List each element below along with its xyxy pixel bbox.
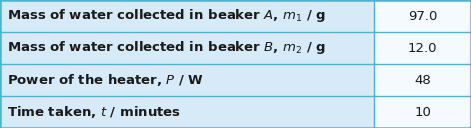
Bar: [0, 0, 374, 32]
Text: 97.0: 97.0: [408, 9, 438, 23]
Bar: [0, 96, 374, 128]
Bar: [374, 0, 471, 32]
Bar: [374, 96, 471, 128]
Bar: [374, 64, 471, 96]
Bar: [0, 64, 374, 96]
Text: Power of the heater, $\mathit{P}$ / W: Power of the heater, $\mathit{P}$ / W: [7, 72, 204, 88]
Text: 10: 10: [414, 105, 431, 119]
Bar: [374, 32, 471, 64]
Text: Time taken, $\mathit{t}$ / minutes: Time taken, $\mathit{t}$ / minutes: [7, 104, 181, 120]
Text: 12.0: 12.0: [408, 41, 438, 55]
Bar: [0, 32, 374, 64]
Text: Mass of water collected in beaker $\mathit{B}$, $\mathit{m}_2$ / g: Mass of water collected in beaker $\math…: [7, 40, 326, 56]
Text: Mass of water collected in beaker $\mathit{A}$, $\mathit{m}_1$ / g: Mass of water collected in beaker $\math…: [7, 8, 326, 24]
Text: 48: 48: [414, 73, 431, 87]
